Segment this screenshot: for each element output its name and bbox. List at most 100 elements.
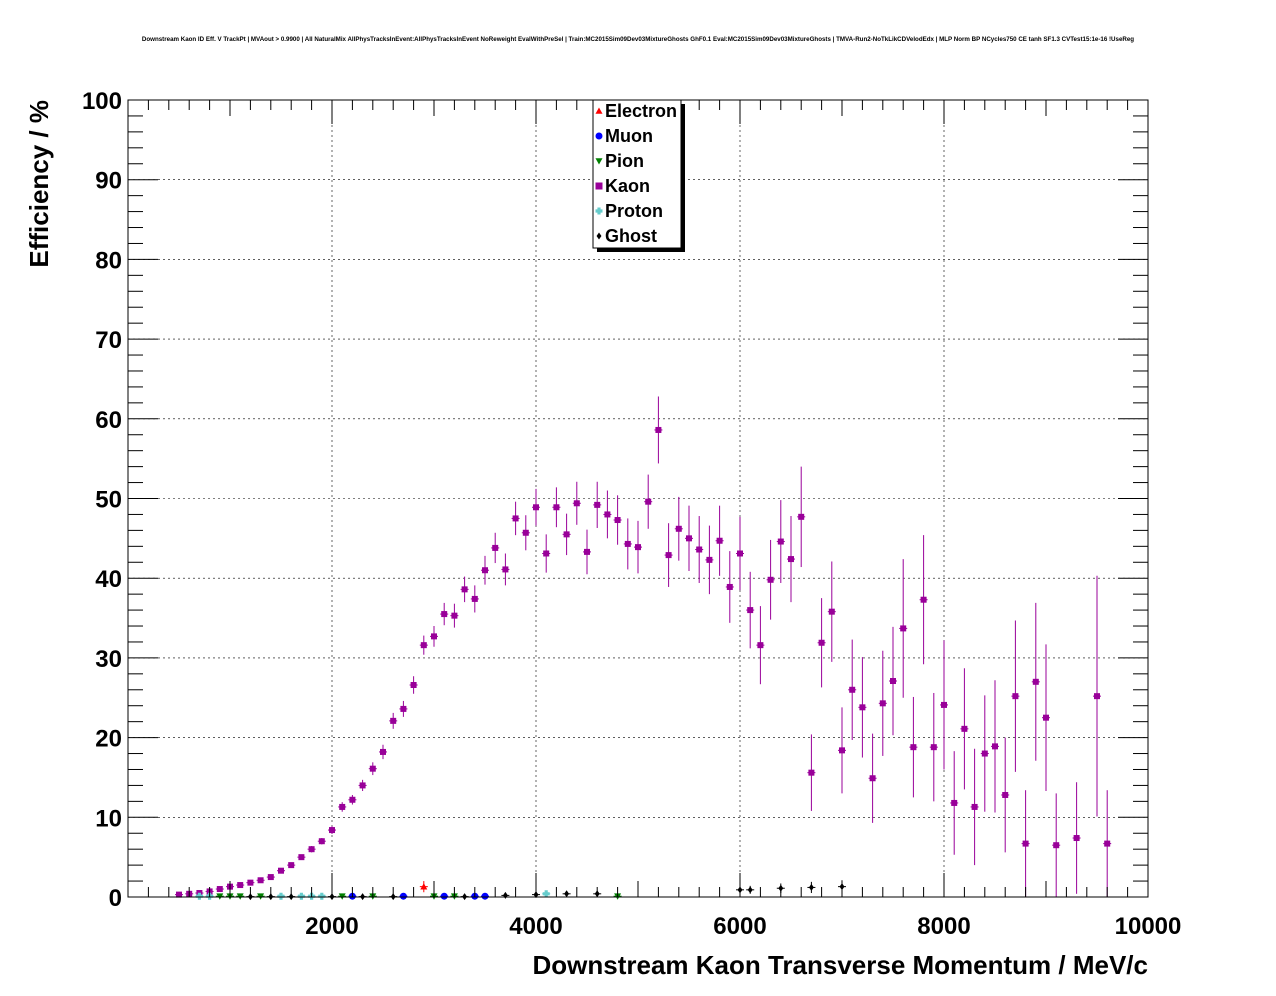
kaon-point bbox=[767, 576, 774, 583]
kaon-point bbox=[726, 583, 733, 590]
kaon-point bbox=[339, 803, 346, 810]
kaon-point bbox=[890, 678, 896, 685]
kaon-point bbox=[971, 803, 978, 810]
kaon-point bbox=[573, 500, 580, 507]
y-tick-label: 70 bbox=[95, 327, 122, 354]
kaon-point bbox=[492, 544, 499, 551]
x-tick-labels: 2000 4000 6000 8000 10000 bbox=[305, 913, 1181, 940]
kaon-point bbox=[247, 879, 254, 886]
legend-muon-label: Muon bbox=[605, 126, 653, 146]
kaon-point bbox=[849, 686, 856, 693]
kaon-point bbox=[992, 743, 998, 750]
kaon-point bbox=[410, 681, 417, 688]
chart-title: Downstream Kaon ID Eff. V TrackPt | MVAo… bbox=[141, 36, 1135, 43]
ghost-point bbox=[502, 891, 508, 899]
kaon-point bbox=[737, 550, 743, 557]
kaon-point bbox=[522, 529, 529, 536]
kaon-point bbox=[369, 765, 376, 772]
y-tick-label: 20 bbox=[95, 726, 122, 753]
kaon-point bbox=[941, 701, 947, 708]
ghost-point bbox=[564, 890, 570, 898]
grid-lines bbox=[128, 100, 1149, 897]
kaon-point bbox=[298, 854, 305, 861]
kaon-point bbox=[594, 501, 601, 508]
kaon-point bbox=[257, 877, 264, 884]
kaon-point bbox=[900, 625, 907, 632]
kaon-point bbox=[818, 639, 825, 646]
muon-point bbox=[440, 892, 448, 900]
data-markers bbox=[176, 426, 1111, 901]
kaon-point bbox=[584, 548, 590, 555]
kaon-point bbox=[645, 498, 652, 505]
kaon-point bbox=[563, 531, 570, 538]
kaon-point bbox=[553, 504, 560, 511]
legend-pion-label: Pion bbox=[605, 151, 644, 171]
kaon-point bbox=[441, 611, 448, 618]
kaon-point bbox=[543, 550, 550, 557]
kaon-point bbox=[482, 567, 488, 574]
legend-electron-marker bbox=[595, 107, 603, 114]
kaon-point bbox=[635, 544, 641, 551]
kaon-point bbox=[1032, 678, 1039, 685]
x-tick-label: 4000 bbox=[509, 913, 562, 940]
kaon-point bbox=[318, 838, 325, 845]
kaon-point bbox=[471, 595, 478, 602]
ghost-point bbox=[747, 886, 753, 894]
y-tick-label: 80 bbox=[95, 247, 122, 274]
kaon-point bbox=[390, 717, 397, 724]
error-bars bbox=[175, 396, 1112, 898]
kaon-point bbox=[920, 596, 927, 603]
kaon-point bbox=[1012, 693, 1019, 700]
ghost-point bbox=[808, 883, 814, 891]
kaon-point bbox=[604, 511, 611, 518]
x-tick-label: 8000 bbox=[917, 913, 970, 940]
kaon-point bbox=[1053, 842, 1060, 849]
kaon-point bbox=[359, 782, 366, 789]
kaon-point bbox=[420, 642, 427, 649]
muon-point bbox=[481, 892, 489, 900]
kaon-point bbox=[1002, 791, 1009, 798]
y-tick-label: 10 bbox=[95, 805, 122, 832]
kaon-point bbox=[502, 566, 509, 573]
kaon-point bbox=[451, 612, 458, 619]
kaon-point bbox=[798, 513, 805, 520]
proton-point bbox=[542, 890, 550, 898]
kaon-point bbox=[777, 538, 784, 545]
kaon-point bbox=[808, 769, 815, 776]
x-tick-label: 10000 bbox=[1115, 913, 1182, 940]
y-axis-title: Efficiency / % bbox=[24, 100, 54, 268]
proton-point bbox=[297, 892, 305, 900]
kaon-point bbox=[747, 607, 754, 614]
kaon-point bbox=[859, 704, 866, 711]
kaon-point bbox=[788, 556, 794, 563]
y-tick-label: 30 bbox=[95, 646, 122, 673]
legend-proton-marker bbox=[595, 207, 603, 215]
y-tick-label: 0 bbox=[109, 885, 122, 912]
kaon-point bbox=[614, 517, 621, 524]
y-tick-label: 40 bbox=[95, 566, 122, 593]
kaon-point bbox=[655, 426, 662, 433]
x-tick-label: 2000 bbox=[305, 913, 358, 940]
kaon-point bbox=[329, 827, 335, 834]
proton-point bbox=[195, 892, 203, 900]
kaon-point bbox=[1022, 840, 1029, 847]
kaon-point bbox=[176, 891, 182, 898]
kaon-point bbox=[716, 537, 723, 544]
kaon-point bbox=[308, 846, 315, 853]
y-tick-labels: 0 10 20 30 40 50 60 70 80 90 100 bbox=[82, 88, 122, 912]
y-tick-label: 60 bbox=[95, 407, 122, 434]
kaon-point bbox=[869, 775, 876, 782]
kaon-point bbox=[828, 608, 835, 615]
y-tick-label: 50 bbox=[95, 487, 122, 514]
kaon-point bbox=[431, 633, 437, 640]
legend-proton-label: Proton bbox=[605, 201, 663, 221]
kaon-point bbox=[961, 725, 968, 732]
legend-kaon-marker bbox=[595, 182, 603, 190]
kaon-point bbox=[237, 882, 244, 889]
kaon-point bbox=[686, 535, 692, 542]
legend-kaon-label: Kaon bbox=[605, 176, 650, 196]
kaon-point bbox=[349, 796, 356, 803]
kaon-point bbox=[461, 586, 468, 593]
muon-point bbox=[399, 892, 407, 900]
legend-ghost-marker bbox=[596, 232, 602, 240]
